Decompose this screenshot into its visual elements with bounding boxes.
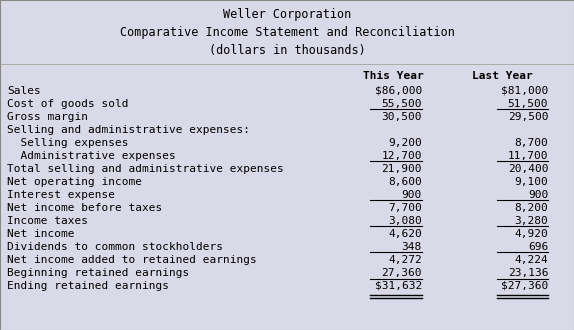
- Text: 11,700: 11,700: [507, 151, 548, 161]
- Text: Administrative expenses: Administrative expenses: [7, 151, 176, 161]
- Text: 8,200: 8,200: [514, 203, 548, 213]
- Text: 51,500: 51,500: [507, 99, 548, 109]
- Text: Ending retained earnings: Ending retained earnings: [7, 281, 169, 291]
- Text: Beginning retained earnings: Beginning retained earnings: [7, 268, 190, 278]
- Text: 30,500: 30,500: [381, 112, 422, 122]
- Text: 21,900: 21,900: [381, 164, 422, 174]
- Text: 4,620: 4,620: [388, 229, 422, 239]
- Text: 29,500: 29,500: [507, 112, 548, 122]
- Text: Gross margin: Gross margin: [7, 112, 88, 122]
- Text: 8,700: 8,700: [514, 138, 548, 148]
- Text: Total selling and administrative expenses: Total selling and administrative expense…: [7, 164, 284, 174]
- Text: Net income before taxes: Net income before taxes: [7, 203, 162, 213]
- Text: $31,632: $31,632: [375, 281, 422, 291]
- Text: Net income added to retained earnings: Net income added to retained earnings: [7, 255, 257, 265]
- Text: Selling expenses: Selling expenses: [7, 138, 129, 148]
- Text: Cost of goods sold: Cost of goods sold: [7, 99, 129, 109]
- Text: Net income: Net income: [7, 229, 75, 239]
- Text: Net operating income: Net operating income: [7, 177, 142, 187]
- Text: 900: 900: [402, 190, 422, 200]
- Text: 55,500: 55,500: [381, 99, 422, 109]
- Text: $81,000: $81,000: [501, 85, 548, 96]
- Text: Last Year: Last Year: [472, 71, 533, 81]
- Text: 12,700: 12,700: [381, 151, 422, 161]
- Text: 3,080: 3,080: [388, 216, 422, 226]
- Text: 348: 348: [402, 242, 422, 252]
- Text: Comparative Income Statement and Reconciliation: Comparative Income Statement and Reconci…: [119, 26, 455, 39]
- Text: 4,224: 4,224: [514, 255, 548, 265]
- Text: 27,360: 27,360: [381, 268, 422, 278]
- Text: (dollars in thousands): (dollars in thousands): [208, 44, 366, 57]
- Text: Dividends to common stockholders: Dividends to common stockholders: [7, 242, 223, 252]
- Text: 23,136: 23,136: [507, 268, 548, 278]
- Text: Selling and administrative expenses:: Selling and administrative expenses:: [7, 125, 250, 135]
- Text: Weller Corporation: Weller Corporation: [223, 8, 351, 21]
- Text: 8,600: 8,600: [388, 177, 422, 187]
- Text: 3,280: 3,280: [514, 216, 548, 226]
- Text: 20,400: 20,400: [507, 164, 548, 174]
- Text: This Year: This Year: [363, 71, 424, 81]
- Text: 4,920: 4,920: [514, 229, 548, 239]
- Text: 4,272: 4,272: [388, 255, 422, 265]
- Text: Income taxes: Income taxes: [7, 216, 88, 226]
- Text: $86,000: $86,000: [375, 85, 422, 96]
- Text: Sales: Sales: [7, 85, 41, 96]
- Text: 7,700: 7,700: [388, 203, 422, 213]
- Text: 9,200: 9,200: [388, 138, 422, 148]
- Text: Interest expense: Interest expense: [7, 190, 115, 200]
- Text: 900: 900: [528, 190, 548, 200]
- Text: $27,360: $27,360: [501, 281, 548, 291]
- Text: 9,100: 9,100: [514, 177, 548, 187]
- Text: 696: 696: [528, 242, 548, 252]
